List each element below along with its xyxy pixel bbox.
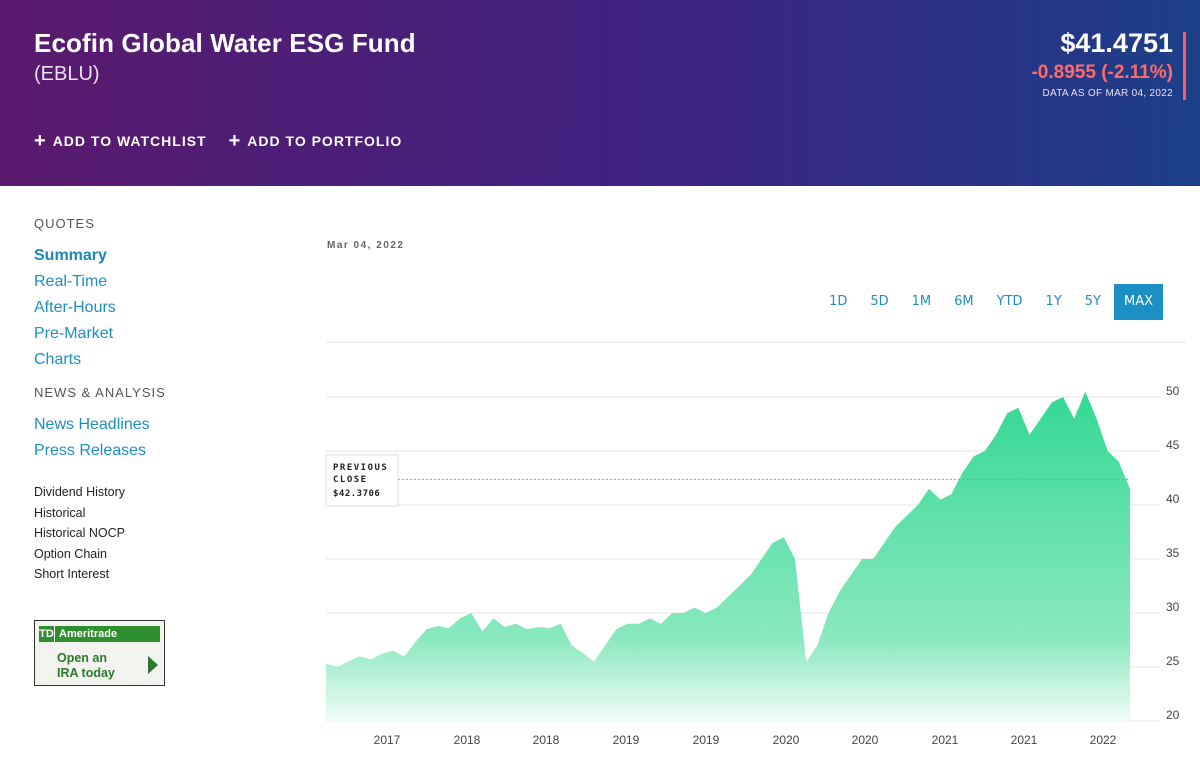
sidebar-link-option-chain[interactable]: Option Chain	[34, 546, 107, 561]
add-to-watchlist-button[interactable]: + ADD TO WATCHLIST	[34, 130, 207, 152]
range-5y-button[interactable]: 5Y	[1084, 294, 1101, 309]
x-tick-label: 2021	[932, 733, 959, 747]
plus-icon: +	[34, 130, 47, 152]
ad-line-2: IRA today	[57, 666, 115, 680]
sidebar-link-dividend-history[interactable]: Dividend History	[34, 485, 126, 499]
y-axis-labels: 50 45 40 35 30 25 20	[1166, 384, 1180, 722]
y-tick-label: 25	[1166, 654, 1180, 668]
y-tick-label: 50	[1166, 384, 1180, 398]
range-ytd-button[interactable]: YTD	[996, 294, 1023, 309]
x-tick-label: 2020	[773, 733, 800, 747]
ad-brand: Ameritrade	[59, 628, 118, 640]
last-price: $41.4751	[1060, 28, 1173, 58]
price-change: -0.8955 (-2.11%)	[1031, 62, 1173, 83]
range-6m-button[interactable]: 6M	[954, 294, 974, 309]
x-tick-label: 2017	[374, 733, 401, 747]
range-5d-button[interactable]: 5D	[870, 294, 889, 309]
y-tick-label: 30	[1166, 600, 1180, 614]
header-actions: + ADD TO WATCHLIST + ADD TO PORTFOLIO	[34, 130, 403, 152]
range-1m-button[interactable]: 1M	[911, 294, 932, 309]
sidebar: QUOTES Summary Real-Time After-Hours Pre…	[34, 216, 284, 585]
ad-text: Open an IRA today	[57, 651, 115, 681]
ad-banner: TD Ameritrade	[39, 626, 160, 642]
sidebar-link-news-headlines[interactable]: News Headlines	[34, 416, 150, 433]
sidebar-link-historical[interactable]: Historical	[34, 505, 86, 520]
previous-close-tooltip: PREVIOUS CLOSE $42.3706	[325, 454, 399, 507]
sidebar-link-after-hours[interactable]: After-Hours	[34, 299, 116, 316]
range-1d-button[interactable]: 1D	[829, 294, 848, 309]
x-axis-labels: 2017 2018 2018 2019 2019 2020 2020 2021 2021 2022	[374, 733, 1117, 747]
price-block: $41.4751 -0.8955 (-2.11%) DATA AS OF MAR…	[1031, 28, 1173, 99]
sidebar-link-historical-nocp[interactable]: Historical NOCP	[34, 526, 125, 540]
x-tick-label: 2020	[852, 733, 879, 747]
fund-header: Ecofin Global Water ESG Fund (EBLU) + AD…	[0, 0, 1200, 186]
chart-date: Mar 04, 2022	[327, 240, 405, 251]
price-accent-bar	[1183, 32, 1186, 100]
x-tick-label: 2018	[533, 733, 560, 747]
range-1y-button[interactable]: 1Y	[1045, 294, 1062, 309]
x-tick-label: 2019	[613, 733, 640, 747]
add-to-portfolio-button[interactable]: + ADD TO PORTFOLIO	[228, 130, 403, 152]
data-as-of: DATA AS OF MAR 04, 2022	[1042, 88, 1173, 99]
arrow-right-icon	[148, 656, 158, 674]
ad-line-1: Open an	[57, 651, 108, 665]
range-selector: 1D 5D 1M 6M YTD 1Y 5Y MAX	[816, 284, 1163, 320]
y-tick-label: 40	[1166, 492, 1180, 506]
tooltip-line-2: CLOSE	[333, 475, 368, 485]
td-ameritrade-ad[interactable]: TD Ameritrade Open an IRA today	[34, 620, 165, 686]
tooltip-value: $42.3706	[333, 489, 380, 499]
y-tick-label: 45	[1166, 438, 1180, 452]
news-section-title: NEWS & ANALYSIS	[34, 385, 166, 400]
x-tick-label: 2019	[693, 733, 720, 747]
quotes-section-title: QUOTES	[34, 216, 95, 231]
sidebar-link-summary[interactable]: Summary	[34, 247, 107, 264]
range-max-button[interactable]: MAX	[1113, 284, 1163, 320]
fund-symbol: (EBLU)	[34, 63, 100, 85]
fund-title: Ecofin Global Water ESG Fund	[34, 28, 416, 58]
tooltip-box	[325, 454, 399, 507]
x-tick-label: 2021	[1011, 733, 1038, 747]
x-tick-label: 2022	[1090, 733, 1117, 747]
add-to-portfolio-label: ADD TO PORTFOLIO	[247, 133, 403, 149]
sidebar-link-charts[interactable]: Charts	[34, 351, 82, 368]
sidebar-link-press-releases[interactable]: Press Releases	[34, 442, 147, 459]
sidebar-link-short-interest[interactable]: Short Interest	[34, 567, 110, 581]
y-tick-label: 35	[1166, 546, 1180, 560]
y-tick-label: 20	[1166, 708, 1180, 722]
plus-icon: +	[228, 130, 242, 152]
tooltip-line-1: PREVIOUS	[333, 463, 388, 473]
sidebar-link-real-time[interactable]: Real-Time	[34, 273, 108, 290]
x-tick-label: 2018	[454, 733, 481, 747]
td-logo: TD	[39, 626, 55, 642]
sidebar-link-pre-market[interactable]: Pre-Market	[34, 325, 114, 342]
price-area	[326, 391, 1130, 721]
add-to-watchlist-label: ADD TO WATCHLIST	[52, 133, 207, 149]
